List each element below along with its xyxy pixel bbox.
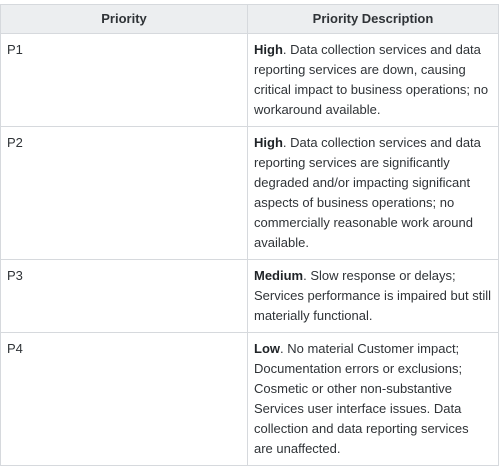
column-header-priority-description: Priority Description	[247, 4, 499, 34]
table-header-row: Priority Priority Description	[0, 4, 499, 34]
priority-cell: P2	[0, 126, 248, 260]
severity-label: Medium	[254, 268, 304, 283]
severity-label: Low	[254, 341, 280, 356]
severity-label: High	[254, 42, 283, 57]
description-cell: Medium. Slow response or delays; Service…	[247, 259, 499, 333]
description-cell: High. Data collection services and data …	[247, 33, 499, 127]
priority-cell: P3	[0, 259, 248, 333]
table-row: P4 Low. No material Customer impact; Doc…	[0, 332, 499, 466]
table-row: P1 High. Data collection services and da…	[0, 33, 499, 127]
priority-cell: P4	[0, 332, 248, 466]
description-text: . Data collection services and data repo…	[254, 42, 489, 117]
description-cell: Low. No material Customer impact; Docume…	[247, 332, 499, 466]
priority-table: Priority Priority Description P1 High. D…	[0, 4, 499, 466]
description-text: . Slow response or delays; Services perf…	[254, 268, 491, 323]
description-cell: High. Data collection services and data …	[247, 126, 499, 260]
priority-cell: P1	[0, 33, 248, 127]
column-header-priority: Priority	[0, 4, 248, 34]
severity-label: High	[254, 135, 283, 150]
description-text: . Data collection services and data repo…	[254, 135, 481, 250]
table-row: P3 Medium. Slow response or delays; Serv…	[0, 259, 499, 333]
table-row: P2 High. Data collection services and da…	[0, 126, 499, 260]
description-text: . No material Customer impact; Documenta…	[254, 341, 469, 456]
